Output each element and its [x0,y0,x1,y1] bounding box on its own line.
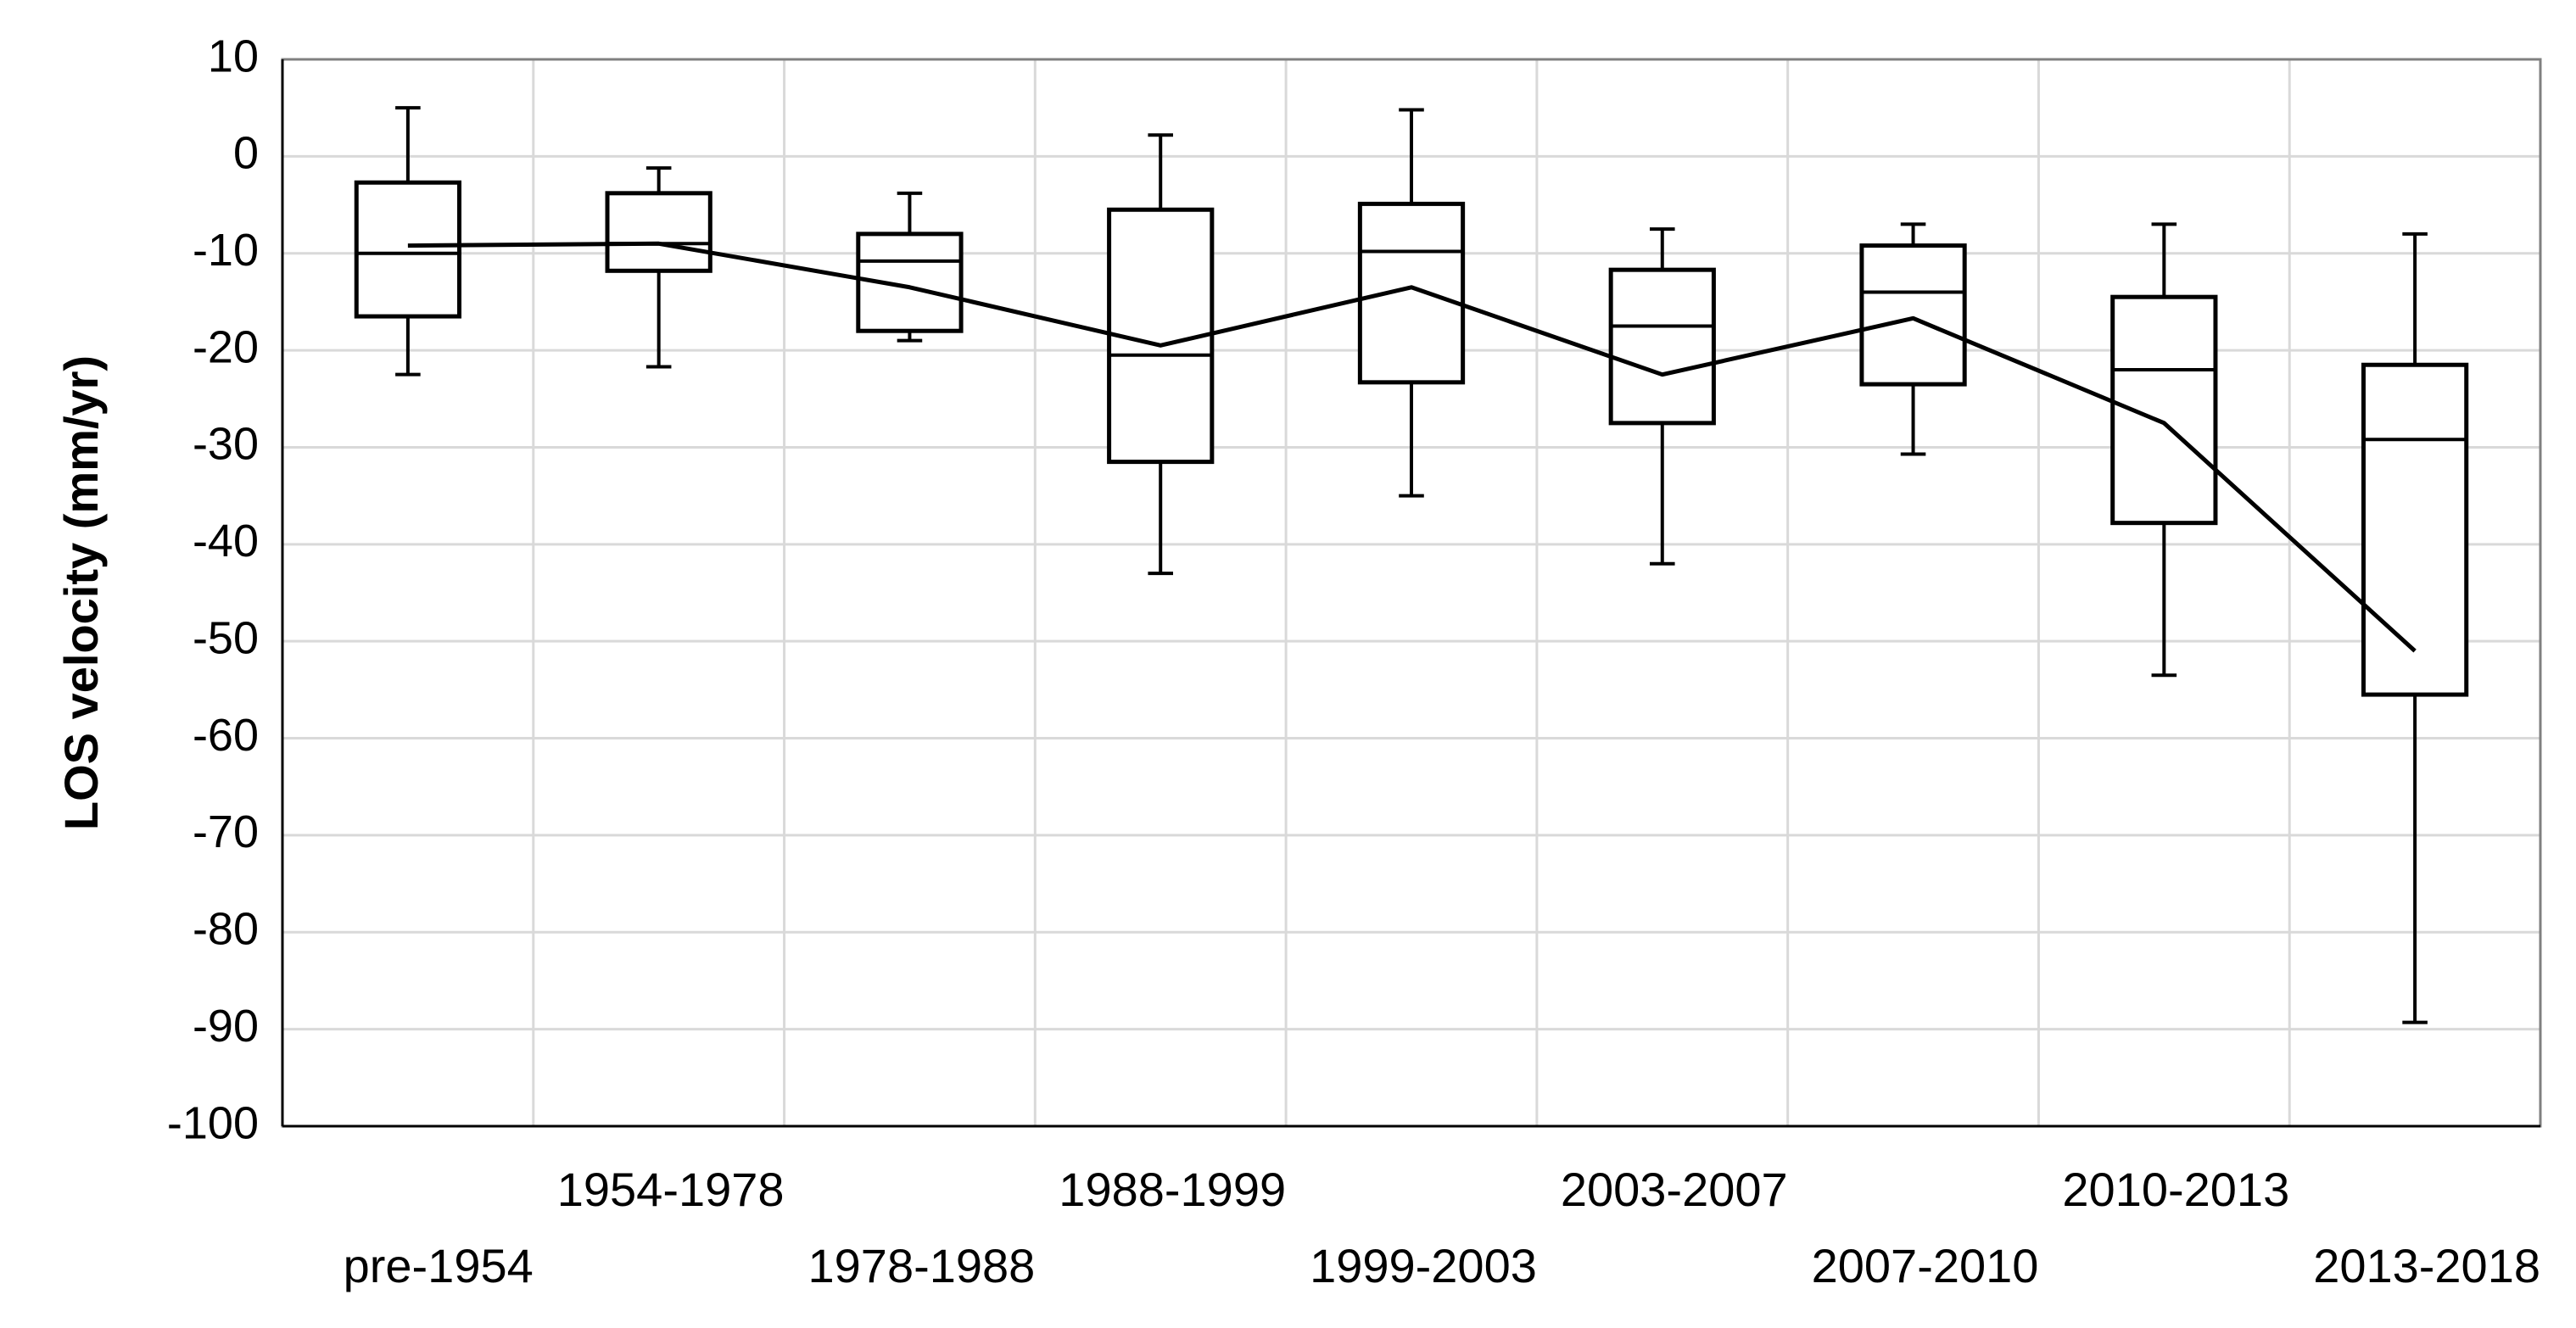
box-2013-2018 [2361,232,2469,1024]
box-2003-2007 [1608,227,1716,566]
box-2010-2013 [2110,222,2218,678]
y-tick-label: -70 [193,806,259,857]
box-2007-2010 [1859,222,1967,456]
box-iqr [1357,201,1466,385]
y-axis-title: LOS velocity (mm/yr) [54,355,108,830]
category-label: 2007-2010 [1812,1239,2039,1292]
category-label: pre-1954 [344,1239,534,1292]
box-iqr [605,191,712,273]
boxes [354,106,2469,1024]
category-label: 2013-2018 [2313,1239,2540,1292]
y-tick-label: -40 [193,516,259,566]
box-iqr [1859,243,1967,387]
box-1999-2003 [1357,108,1466,498]
box-iqr [2361,362,2469,697]
y-tick-label: -20 [193,321,259,372]
y-tick-label: 10 [208,31,259,81]
box-pre-1954 [354,106,462,377]
y-tick-label: -60 [193,710,259,761]
box-1988-1999 [1107,133,1215,576]
y-tick-label: -10 [193,225,259,276]
category-label: 1999-2003 [1310,1239,1537,1292]
y-tick-label: -30 [193,419,259,470]
grid [282,59,2540,1126]
box-1978-1988 [856,191,964,343]
category-label: 1954-1978 [557,1163,785,1216]
mean-line [407,241,2417,653]
category-label: 2010-2013 [2062,1163,2289,1216]
y-tick-label: 0 [233,128,259,179]
y-tick-label: -90 [193,1001,259,1052]
y-tick-labels: 10 0 -10 -20 -30 -40 -50 -60 -70 -80 -90 -100 [167,31,259,1148]
category-label: 1988-1999 [1059,1163,1286,1216]
y-tick-label: -50 [193,612,259,663]
box-iqr [1608,267,1716,426]
category-label: 2003-2007 [1561,1163,1788,1216]
box-iqr [354,180,462,319]
y-tick-label: -100 [167,1097,259,1148]
y-tick-label: -80 [193,904,259,955]
mean-line-layer [407,241,2417,653]
box-1954-1978 [605,166,712,369]
category-labels: pre-1954 1954-1978 1978-1988 1988-1999 1999-… [344,1163,2540,1292]
category-label: 1978-1988 [808,1239,1036,1292]
